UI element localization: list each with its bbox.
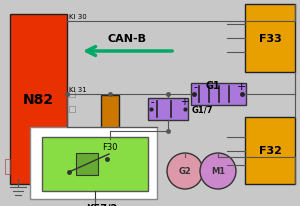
Text: +: + <box>236 82 246 91</box>
Text: KI 31: KI 31 <box>69 87 87 92</box>
Bar <box>69 107 75 112</box>
Bar <box>30 127 157 199</box>
Text: F33: F33 <box>259 34 281 44</box>
Bar <box>10 15 67 184</box>
Text: N82: N82 <box>23 92 54 107</box>
Text: CAN-B: CAN-B <box>108 34 147 44</box>
Bar <box>5 159 10 174</box>
Bar <box>148 98 188 121</box>
Text: F32: F32 <box>259 146 281 156</box>
Bar <box>191 84 246 105</box>
Text: G1/7: G1/7 <box>192 105 214 114</box>
Text: -: - <box>150 97 154 107</box>
Text: G1: G1 <box>206 81 220 91</box>
Text: G2: G2 <box>178 167 191 176</box>
Text: M1: M1 <box>211 167 225 176</box>
Bar <box>101 96 119 139</box>
Text: K57/2: K57/2 <box>86 203 117 206</box>
Bar <box>76 153 98 175</box>
Bar <box>245 117 295 184</box>
Text: F30: F30 <box>102 142 118 151</box>
Text: +: + <box>180 97 188 107</box>
Bar <box>69 91 75 97</box>
Bar <box>42 137 148 191</box>
Text: KI 30: KI 30 <box>69 14 87 20</box>
Circle shape <box>167 153 203 189</box>
Circle shape <box>200 153 236 189</box>
Text: -: - <box>193 82 197 91</box>
Bar <box>245 5 295 73</box>
